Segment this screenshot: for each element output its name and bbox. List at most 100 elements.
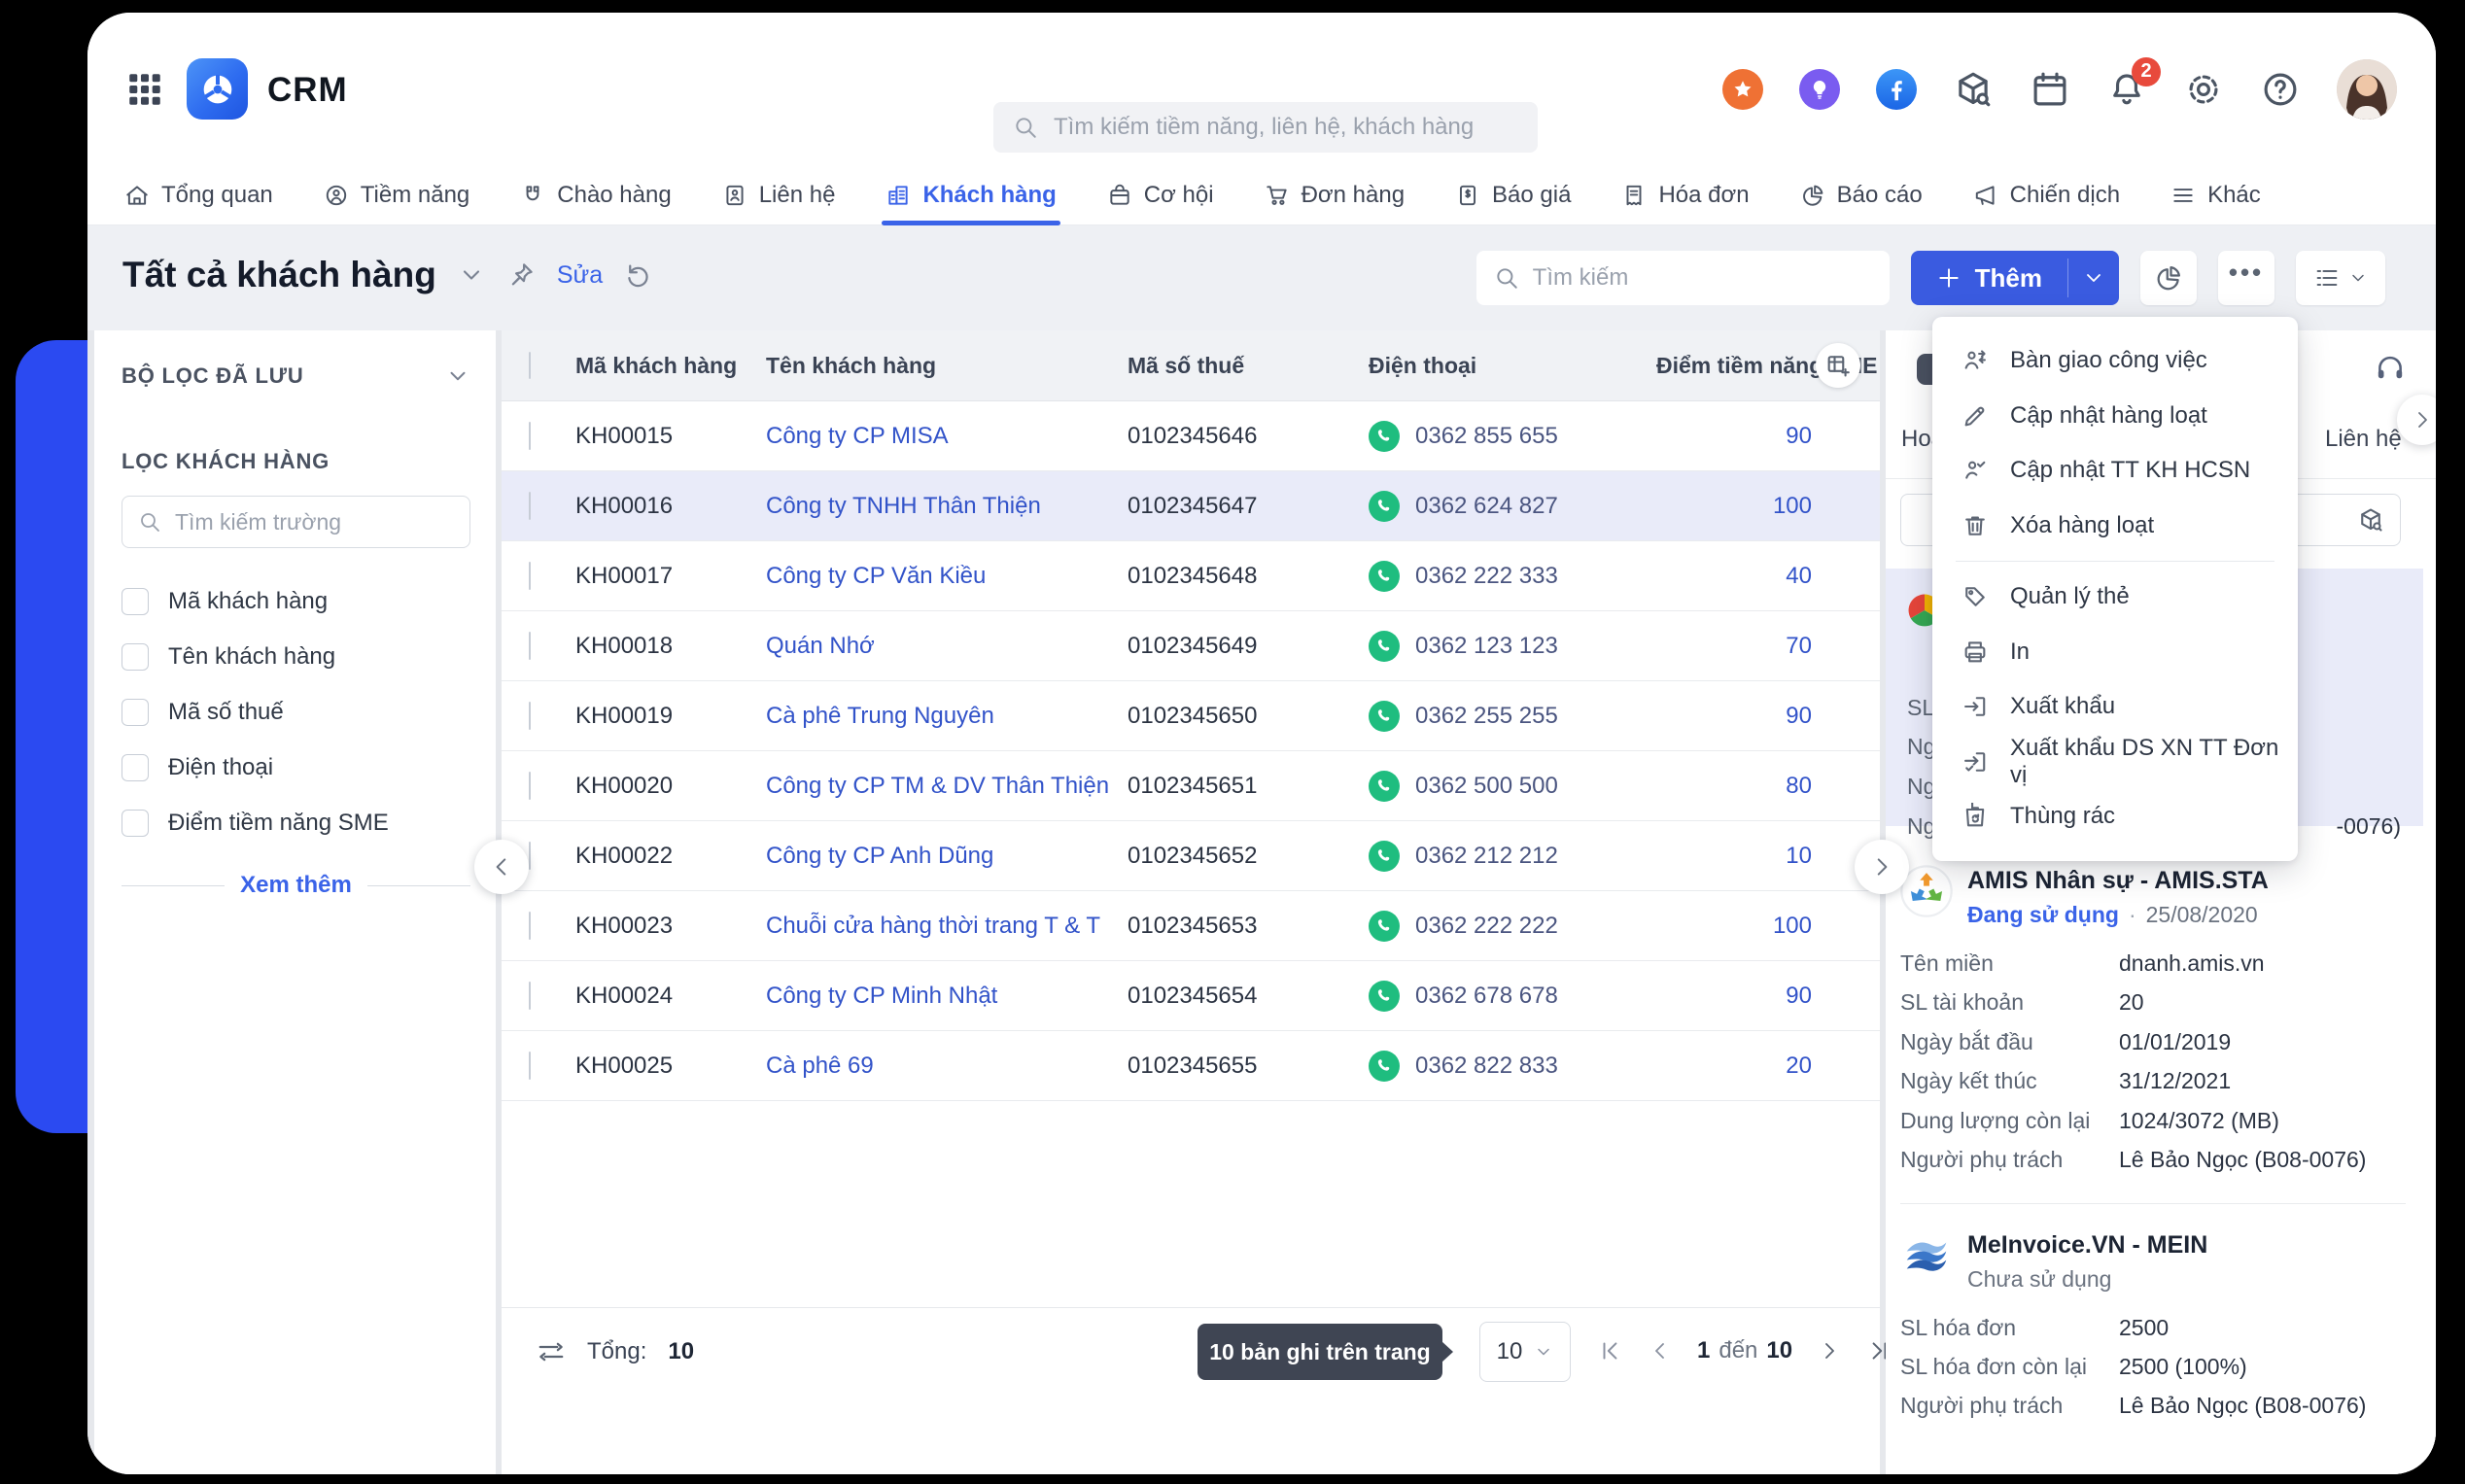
list-search-input[interactable] bbox=[1530, 263, 1846, 293]
page-size-select[interactable]: 10 bbox=[1479, 1322, 1571, 1382]
idea-bulb-icon[interactable] bbox=[1799, 68, 1840, 110]
nav-khach-hang[interactable]: Khách hàng bbox=[882, 165, 1061, 225]
col-header-score[interactable]: Điểm tiềm năng SME bbox=[1656, 352, 1878, 378]
filter-field-diem-tiem-nang[interactable]: Điểm tiềm năng SME bbox=[122, 795, 470, 850]
add-button-caret[interactable] bbox=[2068, 251, 2119, 305]
table-scroll-left-button[interactable] bbox=[474, 840, 529, 894]
help-icon[interactable] bbox=[2260, 69, 2301, 110]
table-row[interactable]: KH00023 Chuỗi cửa hàng thời trang T & T … bbox=[502, 891, 1880, 961]
headset-icon[interactable] bbox=[2374, 352, 2407, 385]
filter-field-ten-khach-hang[interactable]: Tên khách hàng bbox=[122, 629, 470, 684]
menu-thung-rac[interactable]: Thùng rác bbox=[1932, 789, 2298, 845]
customer-link[interactable]: Công ty CP Văn Kiều bbox=[766, 562, 987, 589]
phone-icon[interactable] bbox=[1369, 420, 1400, 452]
app-name[interactable]: MeInvoice.VN - MEIN bbox=[1967, 1231, 2208, 1259]
phone-icon[interactable] bbox=[1369, 980, 1400, 1012]
customer-link[interactable]: Công ty CP MISA bbox=[766, 422, 949, 449]
calendar-icon[interactable] bbox=[2030, 69, 2070, 110]
customer-link[interactable]: Công ty CP Minh Nhật bbox=[766, 982, 998, 1009]
app-launcher-icon[interactable] bbox=[124, 69, 165, 110]
menu-xuat-khau-ds-xn[interactable]: Xuất khẩu DS XN TT Đơn vị bbox=[1932, 735, 2298, 790]
panel-tab-lien-he[interactable]: Liên hệ bbox=[2325, 426, 2402, 452]
customer-link[interactable]: Cà phê Trung Nguyên bbox=[766, 702, 994, 729]
field-search-input[interactable] bbox=[173, 507, 430, 536]
row-checkbox[interactable] bbox=[529, 841, 531, 870]
table-row[interactable]: KH00015 Công ty CP MISA 0102345646 0362 … bbox=[502, 401, 1880, 471]
col-header-name[interactable]: Tên khách hàng bbox=[766, 352, 937, 378]
customer-link[interactable]: Quán Nhớ bbox=[766, 632, 875, 659]
select-all-checkbox[interactable] bbox=[529, 351, 531, 379]
row-checkbox[interactable] bbox=[529, 491, 531, 520]
list-search[interactable] bbox=[1476, 251, 1890, 305]
customer-link[interactable]: Công ty CP Anh Dũng bbox=[766, 842, 994, 869]
pin-icon[interactable] bbox=[506, 260, 536, 290]
table-row[interactable]: KH00019 Cà phê Trung Nguyên 0102345650 0… bbox=[502, 681, 1880, 751]
nav-don-hang[interactable]: Đơn hàng bbox=[1265, 165, 1405, 224]
row-settings-icon[interactable] bbox=[537, 1337, 566, 1366]
menu-xuat-khau[interactable]: Xuất khẩu bbox=[1932, 679, 2298, 735]
row-checkbox[interactable] bbox=[529, 701, 531, 730]
menu-ban-giao-cong-viec[interactable]: Bàn giao công việc bbox=[1932, 333, 2298, 389]
view-chevron-down-icon[interactable] bbox=[458, 261, 485, 289]
global-search-input[interactable] bbox=[1052, 113, 1503, 142]
settings-gear-icon[interactable] bbox=[2183, 69, 2224, 110]
checkbox[interactable] bbox=[122, 809, 149, 837]
phone-icon[interactable] bbox=[1369, 910, 1400, 942]
menu-in[interactable]: In bbox=[1932, 625, 2298, 680]
col-header-code[interactable]: Mã khách hàng bbox=[575, 352, 738, 378]
prev-page-button[interactable] bbox=[1649, 1339, 1672, 1363]
nav-hoa-don[interactable]: Hóa đơn bbox=[1621, 165, 1750, 224]
row-checkbox[interactable] bbox=[529, 981, 531, 1010]
facebook-icon[interactable] bbox=[1876, 68, 1917, 110]
first-page-button[interactable] bbox=[1598, 1338, 1623, 1363]
checkbox[interactable] bbox=[122, 698, 149, 726]
chart-summary-button[interactable] bbox=[2140, 251, 2197, 305]
app-status[interactable]: Đang sử dụng bbox=[1967, 902, 2119, 927]
next-page-button[interactable] bbox=[1818, 1339, 1841, 1363]
app-card-amis[interactable]: AMIS Nhân sự - AMIS.STA Đang sử dụng 25/… bbox=[1886, 865, 2436, 1191]
row-checkbox[interactable] bbox=[529, 771, 531, 800]
table-row[interactable]: KH00018 Quán Nhớ 0102345649 0362 123 123… bbox=[502, 611, 1880, 681]
notification-bell-icon[interactable]: 2 bbox=[2106, 56, 2161, 110]
phone-icon[interactable] bbox=[1369, 490, 1400, 522]
phone-icon[interactable] bbox=[1369, 1050, 1400, 1082]
table-row[interactable]: KH00016 Công ty TNHH Thân Thiện 01023456… bbox=[502, 471, 1880, 541]
saved-filters-chevron-icon[interactable] bbox=[445, 363, 470, 389]
filter-field-dien-thoai[interactable]: Điện thoại bbox=[122, 740, 470, 795]
global-search[interactable] bbox=[993, 102, 1538, 153]
product-cube-icon[interactable] bbox=[1953, 69, 1994, 110]
filter-field-ma-so-thue[interactable]: Mã số thuế bbox=[122, 684, 470, 740]
see-more-link[interactable]: Xem thêm bbox=[240, 872, 352, 898]
nav-tiem-nang[interactable]: Tiềm năng bbox=[324, 165, 469, 224]
table-row[interactable]: KH00024 Công ty CP Minh Nhật 0102345654 … bbox=[502, 961, 1880, 1031]
app-name[interactable]: AMIS Nhân sự - AMIS.STA bbox=[1967, 867, 2269, 894]
row-checkbox[interactable] bbox=[529, 421, 531, 450]
upgrade-star-icon[interactable] bbox=[1722, 68, 1763, 110]
row-checkbox[interactable] bbox=[529, 561, 531, 590]
table-row[interactable]: KH00020 Công ty CP TM & DV Thân Thiện 01… bbox=[502, 751, 1880, 821]
nav-bao-cao[interactable]: Báo cáo bbox=[1800, 165, 1923, 224]
checkbox[interactable] bbox=[122, 642, 149, 671]
nav-tong-quan[interactable]: Tổng quan bbox=[124, 165, 273, 224]
phone-icon[interactable] bbox=[1369, 840, 1400, 872]
checkbox[interactable] bbox=[122, 587, 149, 615]
phone-icon[interactable] bbox=[1369, 700, 1400, 732]
menu-xoa-hang-loat[interactable]: Xóa hàng loạt bbox=[1932, 499, 2298, 554]
nav-chao-hang[interactable]: Chào hàng bbox=[520, 165, 672, 224]
checkbox[interactable] bbox=[122, 753, 149, 781]
nav-co-hoi[interactable]: Cơ hội bbox=[1107, 165, 1214, 224]
add-button[interactable]: Thêm bbox=[1910, 251, 2119, 305]
col-header-tax[interactable]: Mã số thuế bbox=[1128, 352, 1245, 378]
reset-view-icon[interactable] bbox=[624, 260, 653, 290]
more-actions-button[interactable]: ••• bbox=[2218, 251, 2274, 305]
customer-link[interactable]: Công ty CP TM & DV Thân Thiện bbox=[766, 772, 1110, 799]
edit-view-link[interactable]: Sửa bbox=[556, 260, 604, 289]
phone-icon[interactable] bbox=[1369, 630, 1400, 662]
app-card-meinvoice[interactable]: MeInvoice.VN - MEIN Chưa sử dụng SL hóa … bbox=[1900, 1231, 2367, 1418]
table-row[interactable]: KH00022 Công ty CP Anh Dũng 0102345652 0… bbox=[502, 821, 1880, 891]
phone-icon[interactable] bbox=[1369, 770, 1400, 802]
menu-cap-nhat-tt-kh-hcsn[interactable]: Cập nhật TT KH HCSN bbox=[1932, 443, 2298, 499]
layout-view-button[interactable] bbox=[2296, 251, 2385, 305]
table-row[interactable]: KH00025 Cà phê 69 0102345655 0362 822 83… bbox=[502, 1031, 1880, 1101]
add-column-button[interactable] bbox=[1816, 343, 1860, 388]
